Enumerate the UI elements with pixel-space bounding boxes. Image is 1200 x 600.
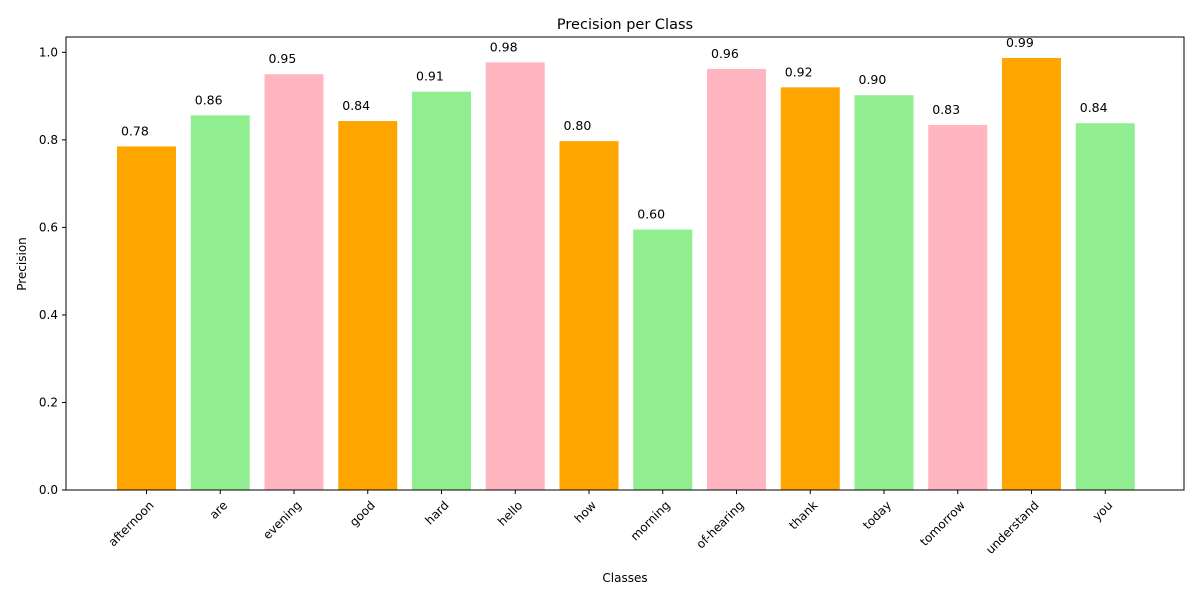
x-tick-label-good: good bbox=[347, 498, 378, 529]
bar-of-hearing bbox=[707, 68, 766, 491]
bar-evening bbox=[264, 74, 324, 491]
x-tick-label-how: how bbox=[572, 498, 600, 526]
y-tick-label-1: 0.2 bbox=[39, 395, 58, 409]
x-axis-label: Classes bbox=[602, 571, 647, 585]
y-tick-label-4: 0.8 bbox=[39, 133, 58, 147]
bar-good bbox=[338, 121, 398, 490]
x-tick-label-morning: morning bbox=[628, 498, 673, 543]
y-tick-label-2: 0.4 bbox=[39, 308, 58, 322]
data-label-tomorrow: 0.83 bbox=[932, 102, 960, 117]
x-tick-label-thank: thank bbox=[786, 498, 820, 532]
data-label-good: 0.84 bbox=[342, 98, 370, 113]
data-label-thank: 0.92 bbox=[785, 64, 813, 79]
x-tick-label-of-hearing: of-hearing bbox=[694, 498, 747, 551]
data-labels-group: 0.78 0.86 0.95 0.84 0.91 0.98 0.80 0.60 0.96 0.92… bbox=[121, 35, 1108, 222]
bar-how bbox=[559, 141, 619, 490]
x-tick-label-evening: evening bbox=[260, 498, 304, 542]
x-tick-label-understand: understand bbox=[983, 498, 1041, 556]
x-tick-label-hard: hard bbox=[422, 498, 451, 527]
bar-hello bbox=[485, 62, 545, 491]
bar-are bbox=[190, 115, 250, 491]
data-label-hello: 0.98 bbox=[490, 39, 518, 54]
y-axis: 0.0 0.2 0.4 0.6 0.8 1.0 bbox=[39, 45, 66, 497]
x-tick-label-are: are bbox=[207, 498, 231, 522]
data-label-evening: 0.95 bbox=[269, 51, 297, 66]
y-tick-label-5: 1.0 bbox=[39, 45, 58, 59]
y-tick-label-3: 0.6 bbox=[39, 220, 58, 234]
plot-frame bbox=[65, 36, 1185, 491]
data-label-morning: 0.60 bbox=[637, 207, 665, 222]
bar-thank bbox=[780, 87, 840, 490]
data-label-of-hearing: 0.96 bbox=[711, 46, 739, 61]
bar-understand bbox=[1002, 58, 1061, 490]
chart-title: Precision per Class bbox=[557, 17, 693, 33]
y-axis-label: Precision bbox=[15, 237, 29, 291]
bar-you bbox=[1075, 123, 1135, 490]
bar-today bbox=[854, 95, 914, 490]
x-axis: afternoon are evening good hard hello how morni… bbox=[106, 490, 1116, 557]
bar-morning bbox=[633, 229, 693, 490]
x-tick-label-afternoon: afternoon bbox=[106, 498, 157, 549]
y-tick-label-0: 0.0 bbox=[39, 483, 58, 497]
x-tick-label-tomorrow: tomorrow bbox=[917, 498, 968, 549]
bar-hard bbox=[412, 91, 471, 490]
x-tick-label-hello: hello bbox=[495, 498, 525, 528]
bar-tomorrow bbox=[928, 124, 988, 491]
bar-afternoon bbox=[117, 146, 176, 490]
data-label-are: 0.86 bbox=[195, 92, 223, 107]
x-tick-label-you: you bbox=[1090, 498, 1116, 524]
data-label-understand: 0.99 bbox=[1006, 35, 1034, 50]
bars-group bbox=[117, 58, 1135, 491]
data-label-how: 0.80 bbox=[564, 118, 592, 133]
data-label-hard: 0.91 bbox=[416, 69, 444, 84]
x-tick-label-today: today bbox=[860, 498, 894, 532]
data-label-afternoon: 0.78 bbox=[121, 123, 149, 138]
data-label-you: 0.84 bbox=[1080, 100, 1108, 115]
data-label-today: 0.90 bbox=[859, 72, 887, 87]
